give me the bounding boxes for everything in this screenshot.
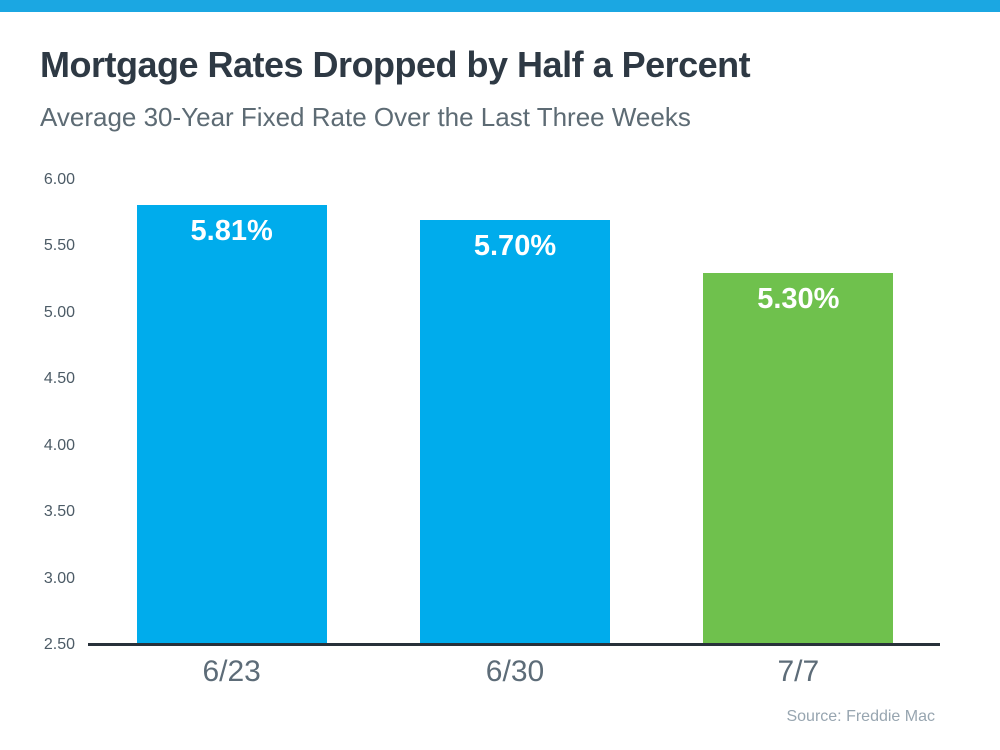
bar-value-label: 5.70% — [473, 229, 557, 262]
bar: 5.30% — [703, 273, 894, 645]
y-axis: 6.00 5.50 5.00 4.50 4.00 3.50 3.00 2.50 — [0, 171, 75, 653]
x-axis-labels: 6/23 6/30 7/7 — [0, 657, 1000, 697]
top-accent-bar — [0, 0, 1000, 12]
page-subtitle: Average 30-Year Fixed Rate Over the Last… — [40, 102, 691, 132]
bar-value-label: 5.30% — [757, 283, 840, 315]
bar: 5.81% — [136, 205, 327, 645]
x-axis-category-label: 7/7 — [777, 655, 820, 688]
bar: 5.70% — [420, 219, 610, 645]
x-axis-category-label: 6/23 — [202, 655, 261, 688]
page-title: Mortgage Rates Dropped by Half a Percent — [40, 44, 751, 85]
y-axis-tick-label: 6.00 — [43, 171, 75, 188]
y-axis-tick-label: 3.00 — [43, 569, 75, 587]
y-axis-tick-label: 5.00 — [43, 303, 75, 321]
y-axis-tick-label: 4.00 — [43, 436, 75, 454]
y-axis-tick-label: 5.50 — [43, 237, 75, 255]
y-axis-tick-label: 4.50 — [43, 370, 75, 388]
x-axis-line — [88, 643, 940, 646]
source-credit: Source: Freddie Mac — [786, 708, 935, 725]
y-axis-tick-label: 2.50 — [43, 636, 75, 653]
x-axis-category-label: 6/30 — [485, 655, 545, 688]
bar-value-label: 5.81% — [190, 215, 273, 248]
plot-area: 5.81% 5.70% 5.30% — [90, 180, 940, 645]
y-axis-tick-label: 3.50 — [43, 503, 75, 521]
